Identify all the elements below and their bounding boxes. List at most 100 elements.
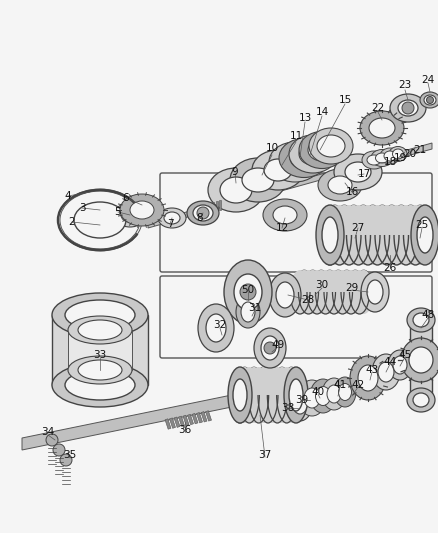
Ellipse shape: [360, 272, 388, 312]
Ellipse shape: [307, 139, 335, 161]
Text: 42: 42: [350, 380, 364, 390]
Ellipse shape: [261, 336, 279, 360]
Ellipse shape: [306, 270, 326, 314]
Polygon shape: [187, 414, 193, 425]
Ellipse shape: [268, 273, 300, 317]
Polygon shape: [191, 414, 198, 424]
Ellipse shape: [219, 177, 251, 203]
Circle shape: [426, 96, 432, 103]
Ellipse shape: [328, 270, 347, 314]
Ellipse shape: [315, 270, 335, 314]
Ellipse shape: [350, 205, 374, 265]
Ellipse shape: [344, 270, 364, 314]
Ellipse shape: [322, 205, 346, 265]
Ellipse shape: [397, 100, 417, 116]
Ellipse shape: [403, 205, 427, 265]
Polygon shape: [22, 381, 299, 450]
Ellipse shape: [230, 367, 249, 423]
Text: 33: 33: [93, 350, 106, 360]
Ellipse shape: [309, 379, 335, 413]
Text: 20: 20: [403, 149, 416, 159]
Ellipse shape: [365, 205, 389, 265]
Ellipse shape: [78, 320, 122, 340]
Polygon shape: [178, 416, 184, 426]
Polygon shape: [208, 203, 211, 213]
Ellipse shape: [52, 293, 148, 337]
Text: 11: 11: [289, 131, 302, 141]
Ellipse shape: [338, 384, 351, 400]
Text: 29: 29: [345, 283, 358, 293]
Text: 30: 30: [315, 280, 328, 290]
Polygon shape: [201, 205, 204, 215]
Text: 5: 5: [114, 207, 121, 217]
Text: 36: 36: [178, 425, 191, 435]
Ellipse shape: [281, 367, 300, 423]
Ellipse shape: [369, 205, 393, 265]
Text: 28: 28: [301, 295, 314, 305]
Ellipse shape: [336, 270, 356, 314]
Polygon shape: [201, 411, 207, 422]
Circle shape: [263, 342, 276, 354]
Polygon shape: [212, 202, 214, 212]
Ellipse shape: [254, 328, 285, 368]
Text: 43: 43: [364, 365, 378, 375]
Polygon shape: [205, 204, 207, 214]
Ellipse shape: [244, 367, 263, 423]
Text: 50: 50: [241, 285, 254, 295]
Text: 7: 7: [166, 219, 173, 229]
Text: 45: 45: [397, 350, 411, 360]
Ellipse shape: [267, 367, 287, 423]
Ellipse shape: [262, 367, 282, 423]
Ellipse shape: [298, 143, 326, 165]
Ellipse shape: [272, 206, 297, 224]
Ellipse shape: [389, 205, 412, 265]
Ellipse shape: [423, 95, 435, 105]
Text: 38: 38: [281, 403, 294, 413]
Text: 27: 27: [350, 223, 364, 233]
Ellipse shape: [276, 367, 296, 423]
Ellipse shape: [65, 300, 135, 330]
Text: 35: 35: [63, 450, 77, 460]
Text: 44: 44: [382, 357, 396, 367]
Ellipse shape: [371, 354, 399, 390]
Ellipse shape: [251, 150, 303, 190]
Ellipse shape: [387, 350, 411, 380]
Ellipse shape: [276, 282, 293, 308]
Ellipse shape: [302, 270, 322, 314]
Ellipse shape: [120, 194, 164, 226]
Circle shape: [46, 434, 58, 446]
Ellipse shape: [60, 191, 140, 249]
Ellipse shape: [349, 270, 369, 314]
Ellipse shape: [205, 314, 226, 342]
Ellipse shape: [406, 308, 434, 332]
Text: 14: 14: [314, 107, 328, 117]
Text: 16: 16: [345, 187, 358, 197]
Ellipse shape: [315, 205, 343, 265]
Text: 39: 39: [295, 395, 308, 405]
Ellipse shape: [130, 201, 154, 219]
Circle shape: [60, 454, 72, 466]
Ellipse shape: [332, 270, 352, 314]
Polygon shape: [173, 417, 180, 427]
Text: 31: 31: [248, 303, 261, 313]
Polygon shape: [68, 330, 132, 370]
Text: 10: 10: [265, 143, 278, 153]
Ellipse shape: [341, 205, 365, 265]
Ellipse shape: [368, 118, 394, 138]
Ellipse shape: [398, 205, 422, 265]
Polygon shape: [194, 207, 197, 217]
Circle shape: [197, 207, 208, 219]
Ellipse shape: [344, 162, 370, 182]
Text: 17: 17: [357, 169, 370, 179]
Ellipse shape: [223, 260, 272, 324]
Polygon shape: [165, 419, 171, 429]
Ellipse shape: [298, 132, 344, 168]
Ellipse shape: [374, 153, 388, 163]
Ellipse shape: [121, 208, 139, 222]
Text: 6: 6: [122, 193, 129, 203]
Ellipse shape: [236, 296, 259, 328]
Text: 32: 32: [213, 320, 226, 330]
Ellipse shape: [317, 205, 341, 265]
Text: 4: 4: [64, 191, 71, 201]
Text: 9: 9: [231, 167, 238, 177]
